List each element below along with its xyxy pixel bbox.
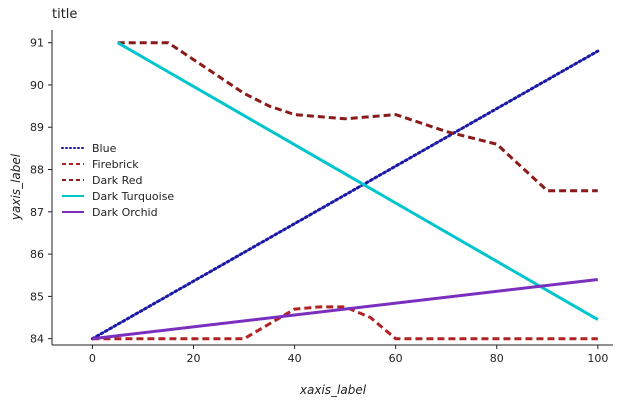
series-line-dark-orchid: [92, 278, 598, 341]
series-line-blue: [90, 49, 600, 341]
x-tick-label: 40: [288, 352, 302, 365]
y-tick-label: 88: [30, 164, 44, 177]
y-axis-title: yaxis_label: [9, 153, 23, 221]
legend: Blue Firebrick Dark Red Dark Turquoise Dark …: [61, 142, 174, 219]
series-line-dark-red: [117, 41, 598, 193]
legend-label: Dark Red: [92, 174, 143, 187]
series-line-firebrick: [92, 305, 598, 341]
x-tick-label: 20: [187, 352, 201, 365]
x-axis: 0 20 40 60 80 100: [52, 344, 613, 365]
x-tick-label: 100: [587, 352, 608, 365]
chart-title: title: [52, 7, 77, 22]
legend-label: Dark Orchid: [92, 206, 158, 219]
x-tick-label: 0: [89, 352, 96, 365]
y-tick-label: 84: [30, 333, 44, 346]
y-axis: 84 85 86 87 88 89 90 91: [30, 30, 53, 346]
x-tick-label: 60: [389, 352, 403, 365]
y-tick-label: 86: [30, 248, 44, 261]
y-tick-label: 87: [30, 206, 44, 219]
y-tick-label: 85: [30, 290, 44, 303]
x-axis-title: xaxis_label: [299, 383, 367, 397]
y-tick-label: 90: [30, 79, 44, 92]
y-tick-label: 89: [30, 121, 44, 134]
y-tick-label: 91: [30, 37, 44, 50]
x-tick-label: 80: [490, 352, 504, 365]
legend-label: Blue: [92, 142, 117, 155]
legend-label: Firebrick: [92, 158, 139, 171]
series-line-dark-turquoise: [116, 41, 599, 321]
legend-label: Dark Turquoise: [92, 190, 174, 203]
series-layer: [90, 41, 600, 341]
